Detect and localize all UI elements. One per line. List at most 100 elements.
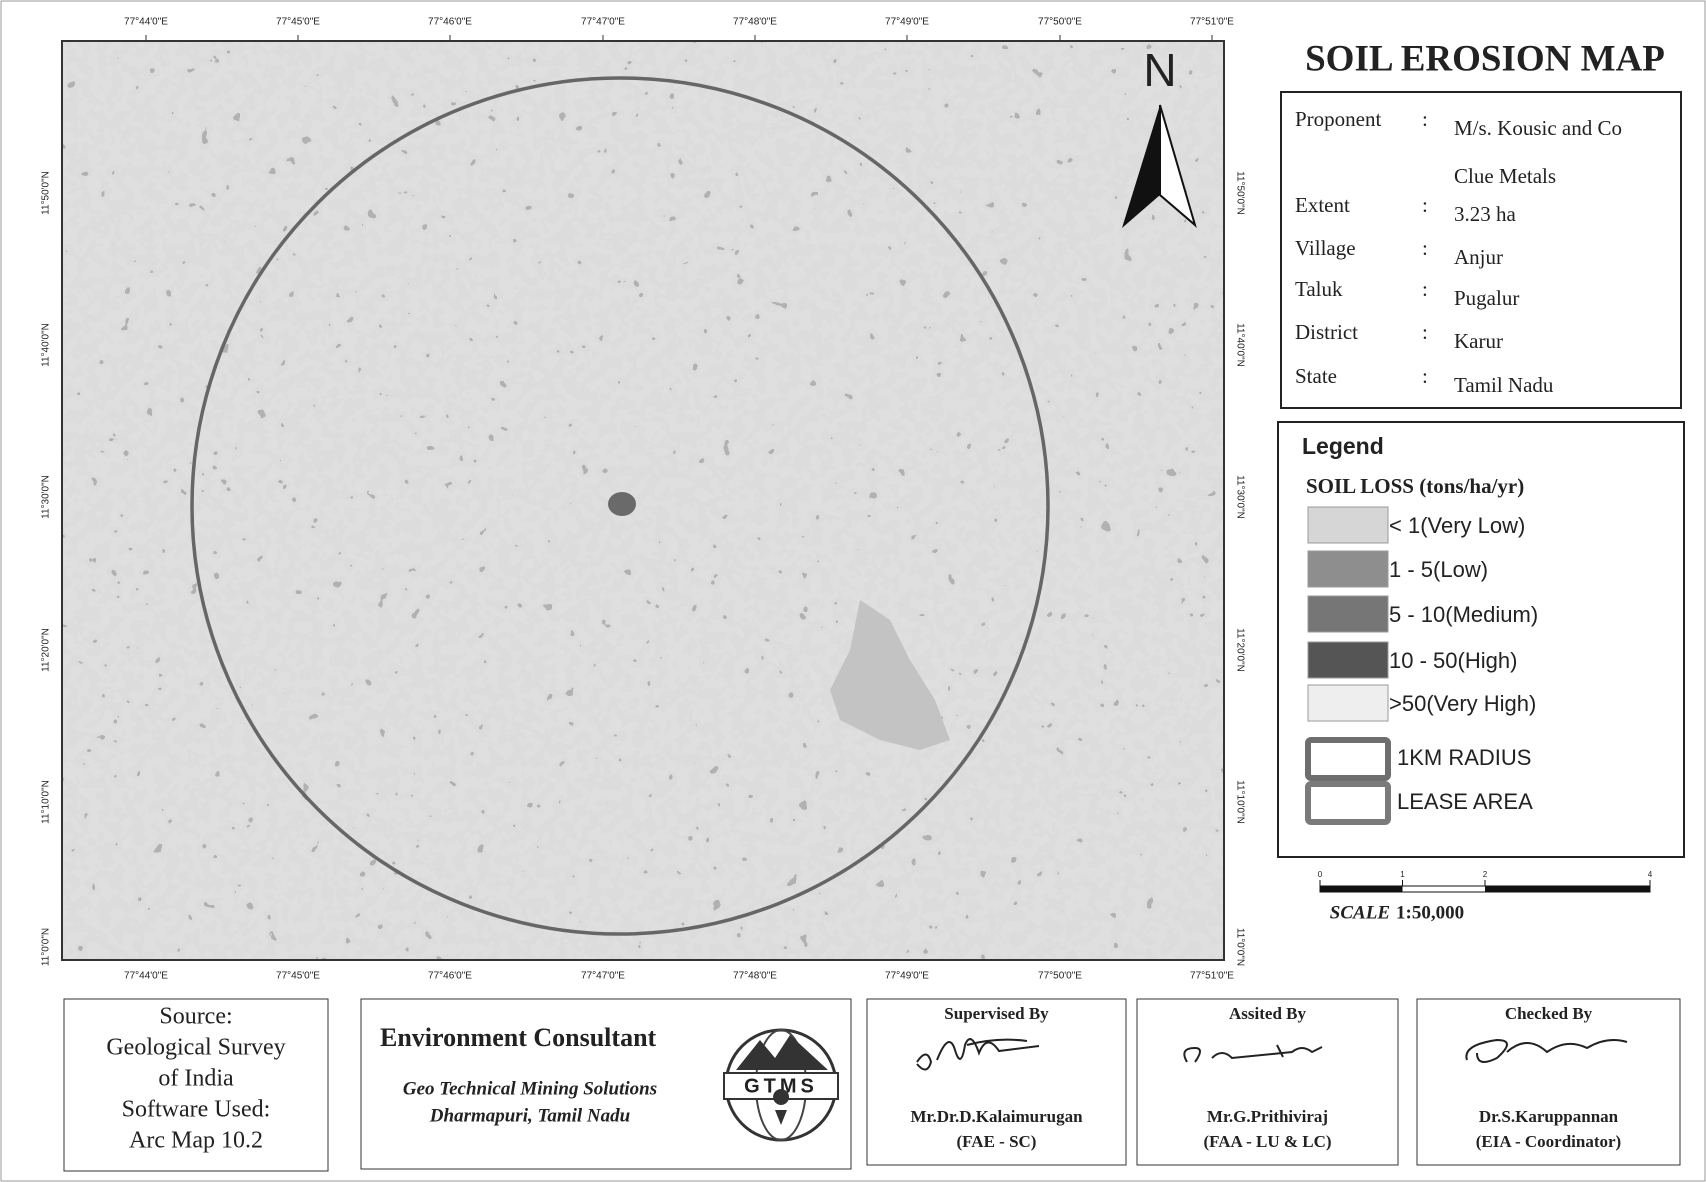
latitude-label-right: 11°0'0"N [1234,928,1245,966]
map-raster [62,41,1224,960]
signatory-box [1416,998,1681,1166]
scale-segment [1320,886,1403,892]
scale-tick-label: 4 [1648,870,1653,879]
arrow-left [1122,105,1160,228]
legend-title: Legend [1302,433,1384,459]
source-line: Source: [159,1004,232,1030]
legend-swatch [1307,550,1389,588]
info-table: Proponent: M/s. Kousic and Co Clue Metals E… [1295,107,1622,397]
source-line: Geological Survey [106,1035,285,1061]
lease-area-spot [608,492,636,516]
longitude-label-bottom: 77°49'0"E [885,971,929,982]
info-value: Pugalur [1454,286,1519,310]
info-separator: : [1422,364,1428,388]
map-frame [61,40,1225,961]
source-line: Arc Map 10.2 [129,1128,263,1154]
source-line: of India [158,1066,234,1092]
info-value: Karur [1454,329,1503,353]
info-separator: : [1422,193,1428,217]
signature [1465,1038,1628,1063]
longitude-label-top: 77°48'0"E [733,17,777,28]
logo-text: GTMS [744,1075,818,1097]
longitude-label-bottom: 77°51'0"E [1190,971,1234,982]
source-box [63,998,329,1172]
legend-swatch [1307,506,1389,544]
longitude-label-top: 77°49'0"E [885,17,929,28]
signatory-role: Checked By [1505,1004,1593,1023]
signatory-title: (FAE - SC) [957,1132,1037,1151]
longitude-label-top: 77°50'0"E [1038,17,1082,28]
legend-label: 1 - 5(Low) [1389,557,1488,582]
info-value: M/s. Kousic and Co [1454,116,1622,140]
info-box [1280,91,1682,409]
low-erosion-patch [830,600,950,750]
legend-swatch [1307,641,1389,679]
signatory-box [866,998,1127,1166]
consultant-box [360,998,852,1170]
coordinates: 77°44'0"E 77°44'0"E 77°45'0"E 77°45'0"E 77°4… [41,17,1246,982]
latitude-label-left: 11°0'0"N [41,928,52,966]
scale-segment [1485,886,1650,892]
signatory-title: (FAA - LU & LC) [1203,1132,1331,1151]
latitude-label-left: 11°20'0"N [41,628,52,672]
latitude-label-right: 11°40'0"N [1234,323,1245,367]
info-value: 3.23 ha [1454,202,1517,226]
longitude-label-bottom: 77°45'0"E [276,971,320,982]
longitude-label-bottom: 77°50'0"E [1038,971,1082,982]
legend-boundary-swatch [1305,781,1391,825]
signatories: Supervised By Mr.Dr.D.Kalaimurugan (FAE - … [866,998,1681,1166]
longitude-label-bottom: 77°44'0"E [124,971,168,982]
latitude-label-right: 11°20'0"N [1234,628,1245,672]
signatory-role: Supervised By [944,1004,1049,1023]
signatory-title: (EIA - Coordinator) [1476,1132,1621,1151]
scale-ratio: 1:50,000 [1396,902,1464,923]
consultant-place: Dharmapuri, Tamil Nadu [429,1105,630,1126]
map-title: SOIL EROSION MAP [1305,38,1665,79]
scale-word: SCALE [1330,902,1390,923]
legend-label: LEASE AREA [1397,789,1533,814]
info-label: State [1295,364,1337,388]
scale-tick-label: 2 [1483,870,1488,879]
longitude-label-top: 77°45'0"E [276,17,320,28]
longitude-label-top: 77°47'0"E [581,17,625,28]
longitude-label-top: 77°46'0"E [428,17,472,28]
signature [1183,1044,1323,1063]
source-line: Software Used: [122,1097,271,1123]
logo-pin [773,1089,790,1125]
scale-tick-label: 1 [1400,870,1405,879]
legend-swatch [1307,684,1389,722]
signature [916,1038,1040,1071]
info-label: District [1295,320,1358,344]
info-value: Tamil Nadu [1454,373,1554,397]
info-label: Village [1295,236,1356,260]
signatory-name: Mr.Dr.D.Kalaimurugan [910,1107,1083,1126]
scale-tick-label: 0 [1318,870,1323,879]
legend-label: >50(Very High) [1389,691,1536,716]
source-text: Source: Geological Survey of India Software… [106,1004,285,1154]
map-texture [62,41,1224,960]
legend-subtitle: SOIL LOSS (tons/ha/yr) [1306,474,1524,498]
info-separator: : [1422,236,1428,260]
legend-box [1277,421,1685,858]
longitude-label-bottom: 77°48'0"E [733,971,777,982]
signatory-role: Assited By [1229,1004,1306,1023]
info-label: Taluk [1295,277,1343,301]
latitude-label-left: 11°50'0"N [41,171,52,215]
legend-label: 1KM RADIUS [1397,745,1531,770]
scale-bar: 0 1 2 4 [1318,870,1653,893]
north-arrow: N [1122,44,1197,228]
latitude-label-right: 11°30'0"N [1234,475,1245,519]
info-label: Extent [1295,193,1350,217]
info-separator: : [1422,107,1428,131]
info-label: Proponent [1295,107,1381,131]
legend-label: < 1(Very Low) [1389,513,1525,538]
latitude-label-right: 11°50'0"N [1234,171,1245,215]
latitude-label-left: 11°40'0"N [41,323,52,367]
signatory-name: Dr.S.Karuppannan [1479,1107,1619,1126]
legend-items: < 1(Very Low) 1 - 5(Low) 5 - 10(Medium) 10 … [1305,506,1538,825]
arrow-right [1159,104,1197,228]
longitude-label-bottom: 77°46'0"E [428,971,472,982]
longitude-label-top: 77°44'0"E [124,17,168,28]
